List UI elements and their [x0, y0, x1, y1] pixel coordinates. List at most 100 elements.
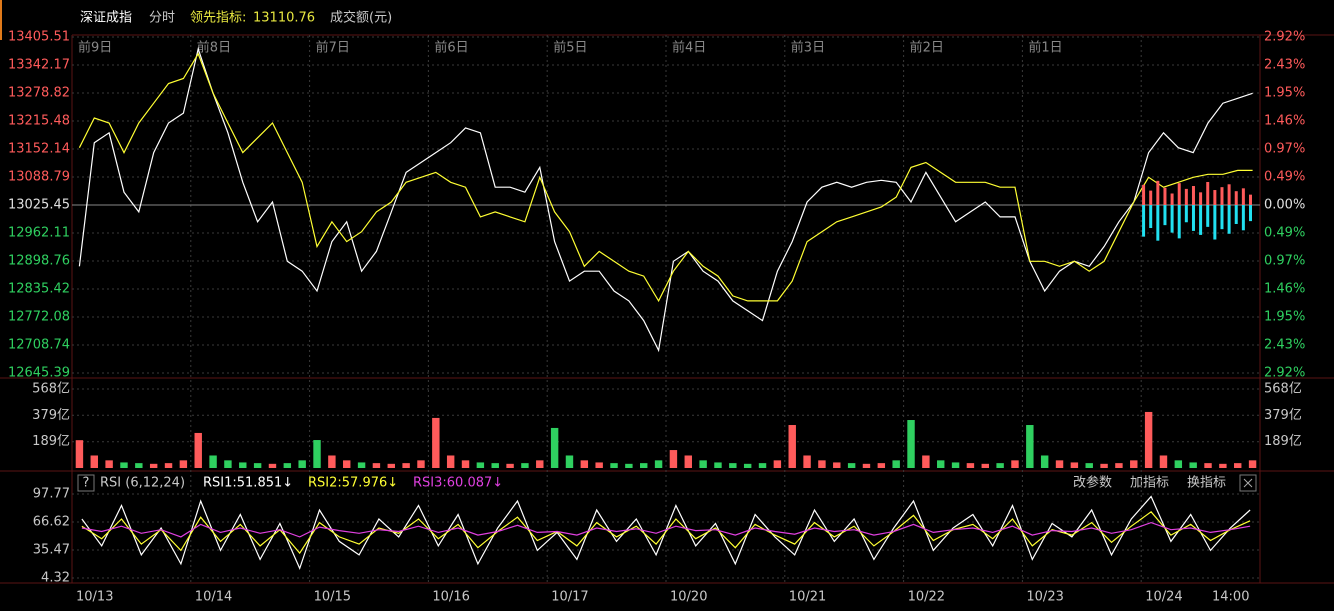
y2-tick-label: 1.46%: [1264, 114, 1305, 129]
date-label: 10/16: [432, 590, 469, 605]
volume-bar: [550, 427, 559, 468]
indicator-label: 领先指标:: [190, 11, 246, 26]
day-label: 前7日: [316, 40, 350, 56]
volume-bar: [536, 460, 544, 468]
y2-tick-label: 2.43%: [1264, 337, 1305, 352]
day-label: 前5日: [553, 40, 587, 56]
toolbar-button[interactable]: 换指标: [1187, 476, 1226, 491]
y-tick-label: 12645.39: [8, 366, 70, 381]
help-text[interactable]: ?: [83, 476, 90, 491]
time-label: 14:00: [1212, 590, 1249, 605]
legend-entry: RSI3:60.087↓: [413, 476, 503, 491]
volume-bar: [743, 463, 752, 468]
indicator-value: 13110.76: [253, 11, 315, 26]
date-label: 10/21: [789, 590, 826, 605]
date-label: 10/23: [1026, 590, 1063, 605]
volume-bar: [328, 455, 336, 468]
toolbar-button[interactable]: 加指标: [1130, 476, 1169, 491]
volume-bar: [387, 463, 395, 468]
volume-bar: [194, 432, 202, 468]
toolbar-button[interactable]: 改参数: [1073, 475, 1112, 491]
change-bar: [1234, 191, 1238, 205]
volume-bar: [135, 463, 143, 468]
help-button[interactable]: [77, 474, 95, 492]
date-label: 10/13: [76, 590, 113, 605]
volume-bar: [476, 462, 485, 468]
y2-tick-label: 0.49%: [1264, 169, 1305, 184]
volume-bar: [1100, 463, 1108, 468]
volume-bar: [283, 463, 292, 468]
left-marker: [0, 0, 2, 40]
change-bar: [1170, 193, 1174, 205]
date-label: 10/15: [314, 590, 351, 605]
y-tick-label: 13215.48: [8, 114, 70, 129]
volume-bar: [595, 462, 603, 468]
volume-bar: [892, 460, 900, 468]
volume-bar: [1174, 460, 1183, 468]
change-bar: [1206, 205, 1210, 227]
volume-bar: [877, 463, 886, 468]
volume-bar: [580, 460, 589, 468]
change-bar: [1199, 192, 1203, 205]
y2-tick-label: 379亿: [1264, 408, 1302, 423]
volume-bar: [179, 460, 188, 468]
volume-bar: [654, 460, 663, 468]
volume-bar: [224, 460, 232, 468]
volume-bar: [922, 455, 930, 468]
change-bar: [1177, 205, 1181, 239]
change-bar: [1156, 180, 1160, 205]
volume-bar: [1189, 462, 1197, 468]
change-bar: [1142, 184, 1146, 205]
change-bar: [1163, 205, 1167, 226]
volume-bar: [714, 462, 722, 468]
volume-bar: [981, 463, 989, 468]
volume-bar: [1144, 411, 1153, 468]
price-line: [78, 52, 1253, 303]
date-label: 10/17: [551, 590, 588, 605]
y-tick-label: 4.32: [41, 571, 70, 586]
volume-bar: [1055, 460, 1064, 468]
change-bar: [1142, 205, 1146, 237]
date-label: 10/14: [195, 590, 232, 605]
volume-bar: [164, 463, 173, 468]
date-label: 10/24: [1145, 590, 1182, 605]
volume-bar: [758, 463, 767, 468]
volume-bar: [506, 463, 514, 468]
change-bar: [1149, 205, 1153, 229]
volume-bar: [402, 463, 410, 468]
volume-bar: [253, 463, 262, 468]
change-bar: [1191, 205, 1195, 231]
change-bar: [1248, 194, 1252, 205]
volume-bar: [640, 463, 648, 468]
day-label: 前8日: [197, 40, 231, 56]
volume-bar: [521, 463, 529, 468]
y-tick-label: 13405.51: [8, 30, 70, 45]
price-line: [78, 46, 1253, 353]
volume-bar: [298, 460, 306, 468]
close-button[interactable]: [1239, 474, 1257, 492]
volume-bar: [372, 463, 381, 468]
close-icon[interactable]: [1243, 478, 1253, 488]
y2-tick-label: 0.97%: [1264, 253, 1305, 268]
y-tick-label: 12962.11: [8, 225, 70, 240]
y-tick-label: 189亿: [32, 434, 70, 449]
change-bar: [1191, 186, 1195, 205]
volume-bar: [75, 440, 84, 468]
change-bar: [1156, 205, 1160, 241]
volume-bar: [966, 463, 975, 468]
y-tick-label: 12835.42: [8, 282, 70, 297]
day-label: 前3日: [791, 40, 825, 56]
change-bar: [1241, 205, 1245, 231]
volume-bar: [432, 417, 440, 468]
volume-bar: [565, 455, 574, 468]
volume-bar: [625, 463, 633, 468]
volume-bar: [1040, 455, 1049, 468]
change-bar: [1248, 205, 1252, 222]
change-bar: [1227, 205, 1231, 234]
y-tick-label: 35.47: [33, 543, 70, 558]
volume-bar: [803, 455, 811, 468]
volume-bar: [491, 463, 499, 468]
volume-bar: [773, 460, 782, 468]
